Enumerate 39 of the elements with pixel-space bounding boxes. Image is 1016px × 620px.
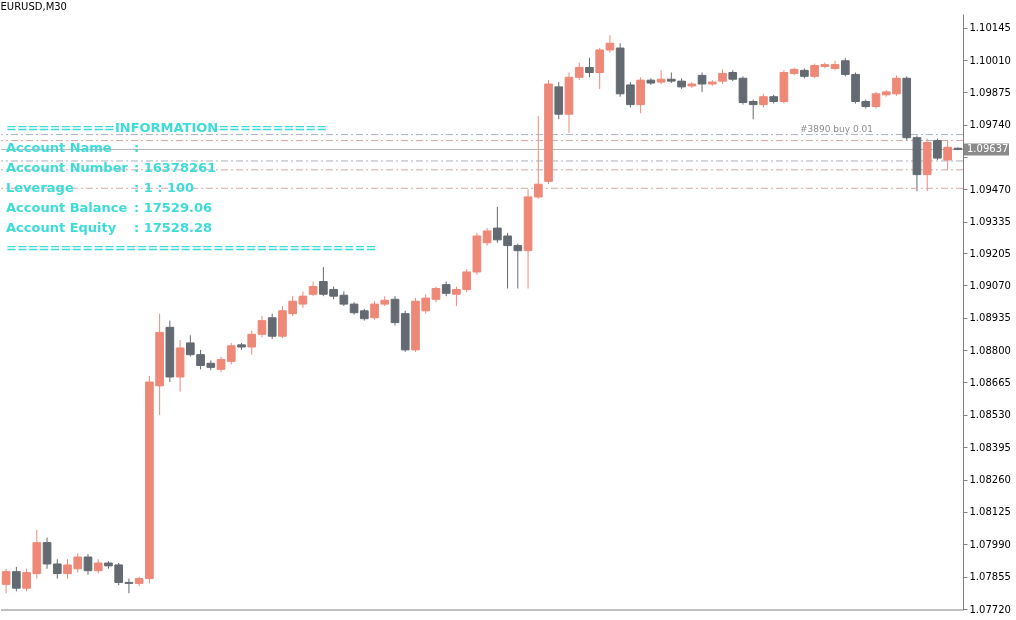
y-tick-label: 1.09205 [969, 247, 1011, 259]
y-tick-label: 1.07720 [969, 603, 1011, 615]
ref-line-label: 1.09637 [967, 143, 1009, 155]
text: Account Name : [6, 140, 140, 155]
y-tick-label: 1.08665 [969, 376, 1011, 388]
candlestick [390, 295, 400, 326]
y-tick-label: 1.07990 [969, 538, 1011, 550]
y-tick-label: 1.09470 [969, 183, 1011, 195]
candlestick [267, 313, 277, 340]
y-tick-label: 1.10010 [969, 54, 1011, 66]
y-tick-label: 1.08125 [969, 506, 1011, 518]
y-tick-label: 1.08530 [969, 409, 1011, 421]
candlestick [83, 553, 93, 576]
y-tick-label: 1.08260 [969, 474, 1011, 486]
candlestick [1, 568, 11, 594]
y-tick-label: 1.09335 [969, 216, 1011, 228]
y-tick-label: 1.07855 [969, 571, 1011, 583]
y-tick-label: 1.08935 [969, 312, 1011, 324]
candlestick [656, 69, 666, 85]
annotation: ================================== [6, 239, 377, 257]
y-tick-label: 1.10145 [969, 22, 1011, 34]
annotation: Account Number : 16378261 [6, 159, 217, 177]
y-tick-label: 1.08395 [969, 441, 1011, 453]
y-tick-label: 1.09875 [969, 86, 1011, 98]
text: Account Equity : 17528.28 [6, 220, 212, 235]
candlestick [748, 99, 758, 120]
ref-line-label: #3890 buy 0.01 [800, 123, 873, 134]
candlestick [585, 57, 594, 78]
annotation: ==========INFORMATION========== [6, 119, 328, 137]
candlestick [697, 72, 707, 93]
text: Leverage : 1 : 100 [6, 180, 195, 195]
chart-title: EURUSD,M30 [0, 1, 67, 12]
y-tick-label: 1.09740 [969, 119, 1011, 131]
y-tick-label: 1.08800 [969, 344, 1011, 356]
candlestick [12, 566, 21, 592]
candlestick [943, 140, 952, 171]
candlestick [933, 138, 942, 161]
y-tick-label: 1.09070 [969, 279, 1011, 291]
annotation: Account Balance : 17529.06 [6, 199, 212, 217]
